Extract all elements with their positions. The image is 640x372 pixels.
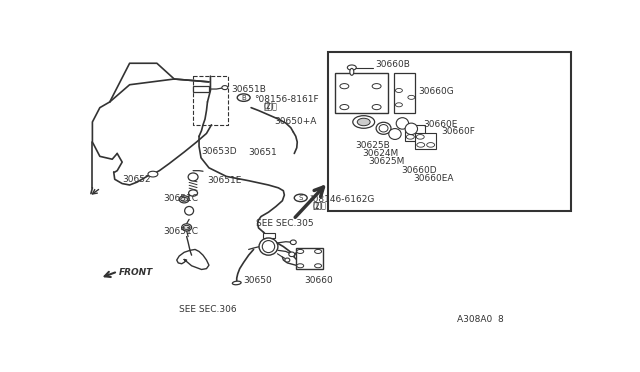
Circle shape <box>315 264 321 268</box>
Text: 30651C: 30651C <box>163 227 198 236</box>
Circle shape <box>372 105 381 110</box>
Circle shape <box>294 194 307 202</box>
Text: 30651B: 30651B <box>231 84 266 93</box>
Circle shape <box>148 171 158 177</box>
Text: 30624M: 30624M <box>363 149 399 158</box>
Ellipse shape <box>350 68 354 75</box>
Text: SEE SEC.305: SEE SEC.305 <box>256 219 314 228</box>
Circle shape <box>427 142 435 147</box>
Text: 30651C: 30651C <box>163 194 198 203</box>
Text: 30660B: 30660B <box>375 60 410 69</box>
Text: 30660G: 30660G <box>419 87 454 96</box>
Circle shape <box>297 264 304 268</box>
Text: 30625M: 30625M <box>369 157 405 166</box>
Circle shape <box>408 95 415 99</box>
Text: 30651E: 30651E <box>207 176 241 185</box>
Text: (2): (2) <box>312 202 323 211</box>
Ellipse shape <box>262 241 275 253</box>
Ellipse shape <box>396 118 408 129</box>
Circle shape <box>416 135 424 139</box>
Bar <box>394 73 415 113</box>
Bar <box>193 86 209 92</box>
Text: (2): (2) <box>264 102 275 111</box>
Bar <box>296 248 323 269</box>
Circle shape <box>183 225 190 230</box>
Circle shape <box>406 135 414 139</box>
Circle shape <box>340 84 349 89</box>
Text: 30652: 30652 <box>122 175 151 184</box>
Bar <box>335 73 388 113</box>
Ellipse shape <box>232 281 241 285</box>
Text: °08156-8161F: °08156-8161F <box>255 95 319 104</box>
Text: A308A0  8: A308A0 8 <box>457 315 504 324</box>
Bar <box>405 125 425 141</box>
Text: （２）: （２） <box>312 202 326 211</box>
Text: S: S <box>298 195 303 201</box>
Circle shape <box>357 118 370 126</box>
Circle shape <box>372 84 381 89</box>
Circle shape <box>297 250 304 253</box>
Ellipse shape <box>285 258 290 262</box>
Text: SEE SEC.306: SEE SEC.306 <box>179 305 237 314</box>
Circle shape <box>353 116 374 128</box>
Ellipse shape <box>222 86 228 90</box>
Text: 30650+A: 30650+A <box>275 118 317 126</box>
Ellipse shape <box>388 129 401 140</box>
Text: （２）: （２） <box>264 102 277 111</box>
Ellipse shape <box>289 252 295 257</box>
Text: FRONT: FRONT <box>118 268 153 277</box>
Circle shape <box>417 142 425 147</box>
Text: ³08146-6162G: ³08146-6162G <box>309 195 374 204</box>
Ellipse shape <box>188 173 198 181</box>
Ellipse shape <box>182 224 191 231</box>
Bar <box>262 233 275 238</box>
Bar <box>328 52 571 211</box>
Ellipse shape <box>185 206 193 215</box>
Ellipse shape <box>259 238 278 255</box>
Ellipse shape <box>405 123 417 135</box>
Text: B: B <box>241 94 246 101</box>
Ellipse shape <box>179 196 189 203</box>
Ellipse shape <box>291 240 296 244</box>
Ellipse shape <box>189 190 198 196</box>
Circle shape <box>340 105 349 110</box>
Text: 30653D: 30653D <box>202 147 237 156</box>
Text: 30625B: 30625B <box>356 141 390 150</box>
Text: 30650: 30650 <box>244 276 273 285</box>
Circle shape <box>396 89 403 93</box>
Ellipse shape <box>376 122 391 134</box>
Circle shape <box>348 65 356 70</box>
Circle shape <box>180 197 188 201</box>
Ellipse shape <box>379 125 388 132</box>
Text: 30660F: 30660F <box>441 126 475 136</box>
Text: 30660: 30660 <box>304 276 333 285</box>
Text: 30651: 30651 <box>249 148 277 157</box>
Circle shape <box>396 103 403 107</box>
Circle shape <box>237 94 250 101</box>
Text: 30660D: 30660D <box>401 166 436 174</box>
Circle shape <box>315 250 321 253</box>
Text: 30660E: 30660E <box>424 120 458 129</box>
Text: 30660EA: 30660EA <box>413 174 454 183</box>
Bar <box>415 134 436 149</box>
